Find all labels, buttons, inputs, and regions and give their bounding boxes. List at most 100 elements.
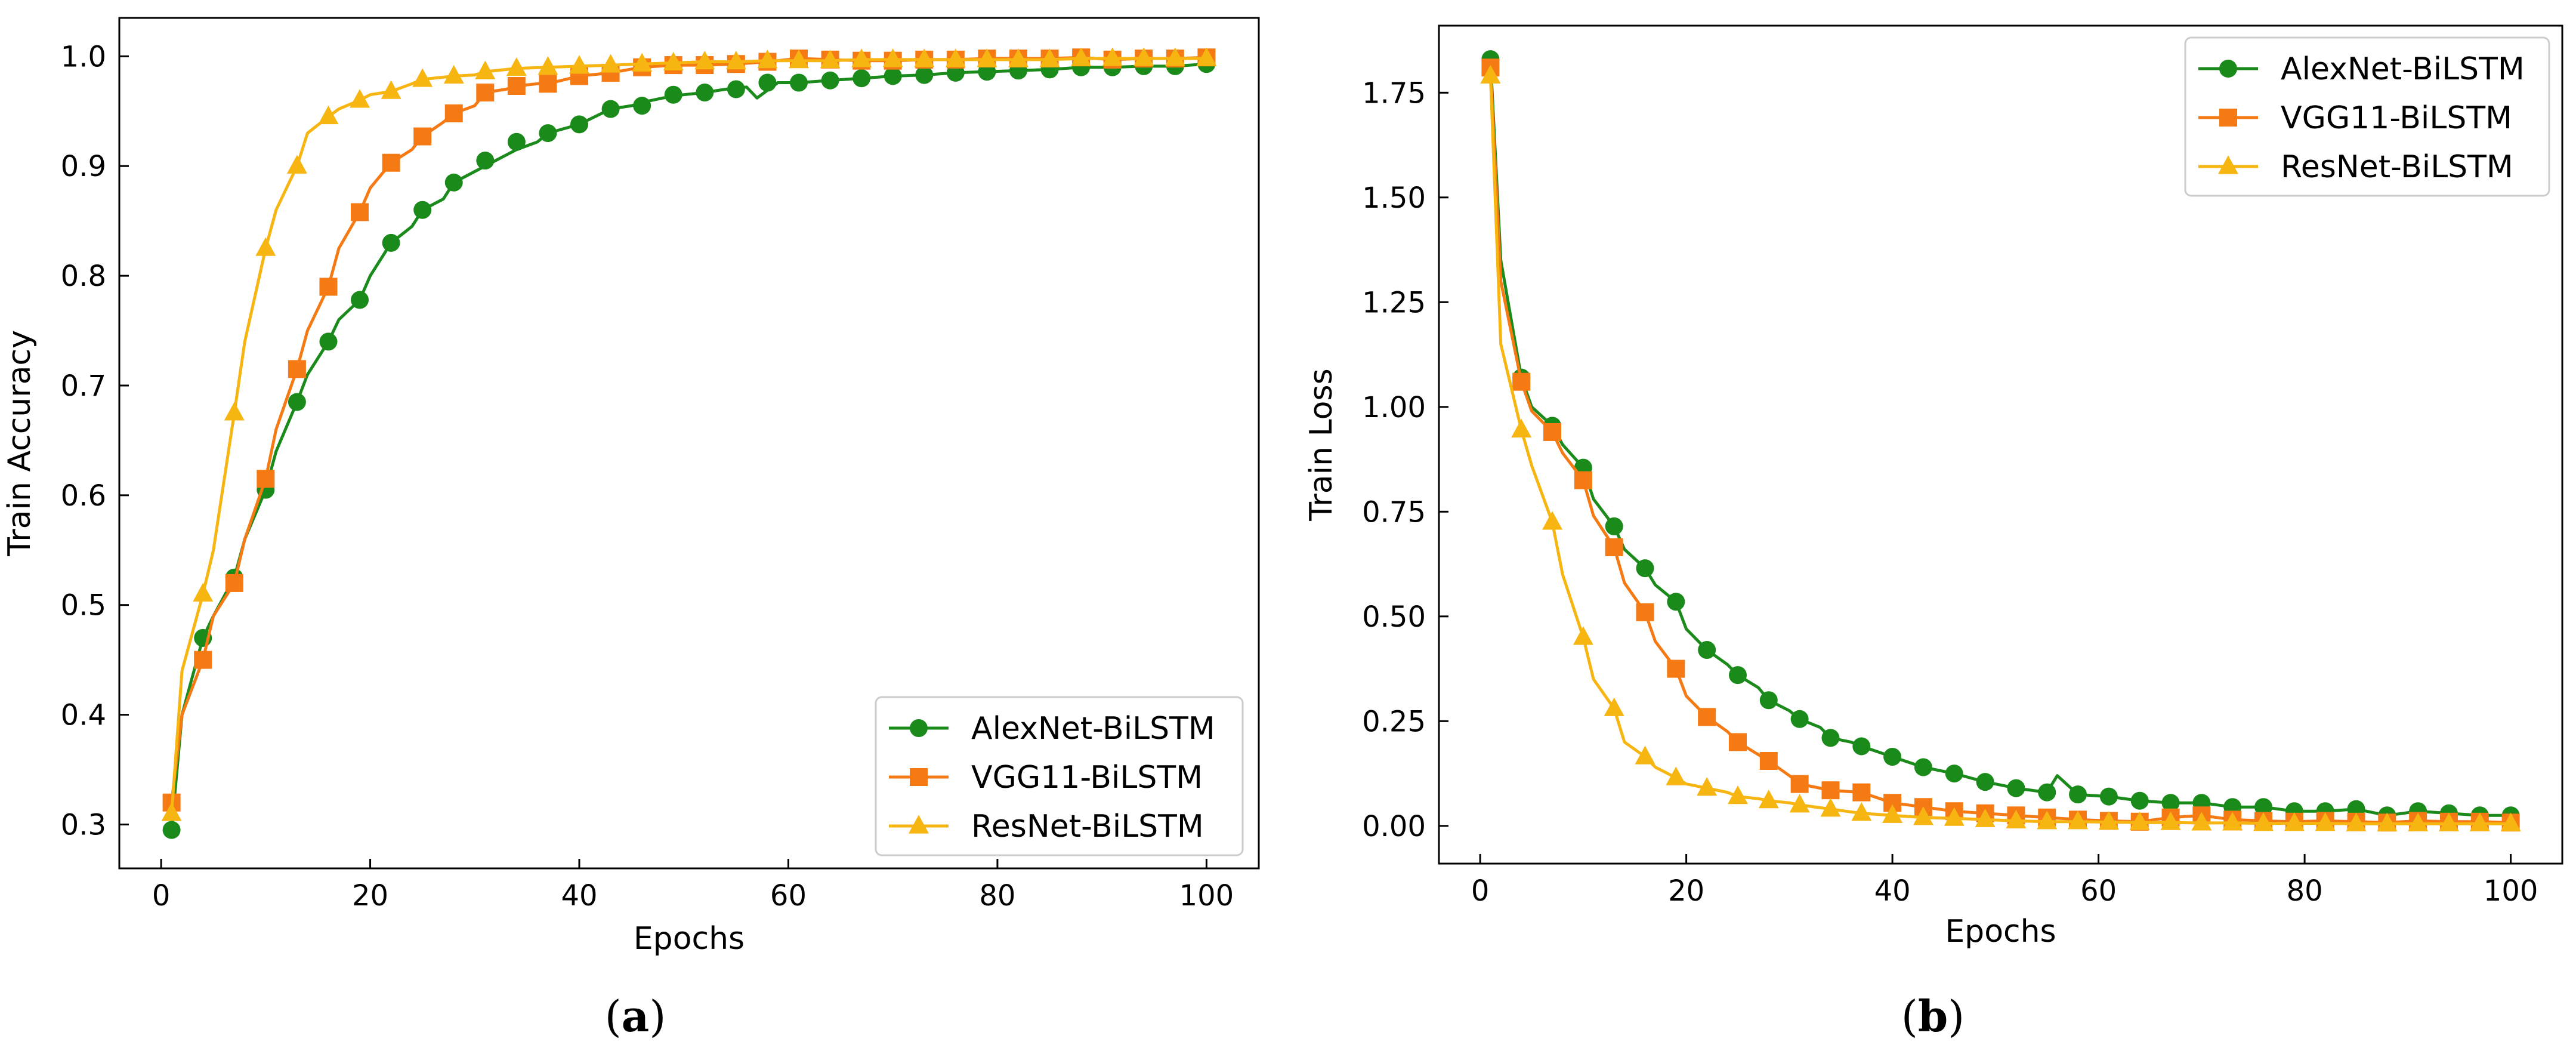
data-point [788,50,809,69]
data-point [1039,48,1060,67]
data-point [1008,48,1028,67]
data-point [2007,779,2025,797]
data-point [2346,812,2367,831]
data-point [318,105,339,125]
data-point [1698,640,1716,659]
data-point [821,71,839,90]
plot-frame [118,17,1260,870]
y-tick-label: 1.75 [1362,76,1426,110]
data-point [1852,737,1871,756]
legend-label: VGG11-BiLSTM [971,760,1203,796]
data-point [1667,593,1685,611]
data-point [2037,810,2058,830]
data-point [1728,733,1747,751]
data-point [288,393,306,411]
legend-marker-circle [2219,60,2237,78]
data-point [288,360,306,378]
data-point [444,104,463,122]
data-point [2408,812,2429,831]
data-point [945,48,966,67]
data-point [1759,752,1778,770]
data-point [977,48,997,67]
series-line [1488,59,2511,817]
y-tick-label: 0.7 [61,369,106,403]
y-tick-label: 1.0 [61,40,106,73]
y-axis-title: Train Loss [1304,368,1339,521]
data-point [257,470,275,488]
data-point [162,821,181,839]
data-point [2130,791,2149,810]
data-point [539,124,557,143]
data-point [1913,806,1933,825]
data-point [1882,804,1903,823]
legend-label: AlexNet-BiLSTM [971,711,1215,747]
legend-label: VGG11-BiLSTM [2281,100,2512,136]
data-point [2222,812,2243,831]
data-point [1851,802,1872,821]
data-point [2038,783,2056,802]
data-point [2161,794,2180,812]
data-point [413,127,432,146]
data-point [1789,794,1810,813]
y-tick-label: 0.3 [61,808,106,842]
data-point [914,48,935,67]
data-point [1666,766,1687,785]
legend-label: ResNet-BiLSTM [971,809,1204,845]
legend-frame [875,696,1244,856]
data-point [757,50,778,69]
data-point [193,582,214,602]
data-point [2129,811,2150,830]
data-point [539,75,557,93]
x-tick-label: 20 [1668,874,1704,908]
x-axis-title: Epochs [634,921,745,957]
data-point [319,332,338,351]
data-point [1605,517,1623,535]
data-point [224,402,245,421]
data-point [2500,812,2521,831]
data-point [1790,710,1809,728]
data-point [1573,626,1593,645]
data-point [1133,47,1154,66]
legend-marker-triangle [2218,155,2238,174]
data-point [412,68,433,87]
data-point [2315,812,2336,831]
data-point [2284,812,2305,831]
data-point [475,60,496,79]
series-resnet-bilstm [161,47,1217,821]
caption-close-paren: ) [649,991,666,1041]
x-tick-label: 60 [770,879,807,913]
data-point [1604,697,1624,716]
data-point [2006,809,2027,828]
y-tick-label: 1.50 [1362,181,1426,215]
data-point [1821,729,1840,747]
legend-marker-triangle [909,815,929,834]
data-point [1605,538,1623,556]
y-tick-label: 0.6 [61,479,106,513]
caption-close-paren: ) [1948,991,1965,1041]
data-point [225,574,243,592]
y-axis-title: Train Accuracy [2,330,38,557]
data-point [696,84,714,102]
data-point [2253,812,2274,831]
data-point [758,73,777,92]
data-point [725,50,746,70]
data-point [1790,775,1809,793]
data-point [351,203,369,221]
x-tick-label: 20 [352,879,388,913]
data-point [1975,808,1996,827]
data-point [570,115,589,134]
data-point [161,802,182,821]
data-point [476,152,495,170]
data-point [569,55,590,74]
legend-marker-square [2219,109,2237,127]
data-point [789,73,808,92]
y-tick-label: 0.50 [1362,600,1426,634]
data-point [1196,47,1217,66]
legend-marker-circle [910,719,928,737]
data-point [1758,790,1779,809]
data-point [350,89,370,108]
data-point [1914,758,1932,776]
data-point [2438,812,2459,831]
data-point [382,233,400,252]
